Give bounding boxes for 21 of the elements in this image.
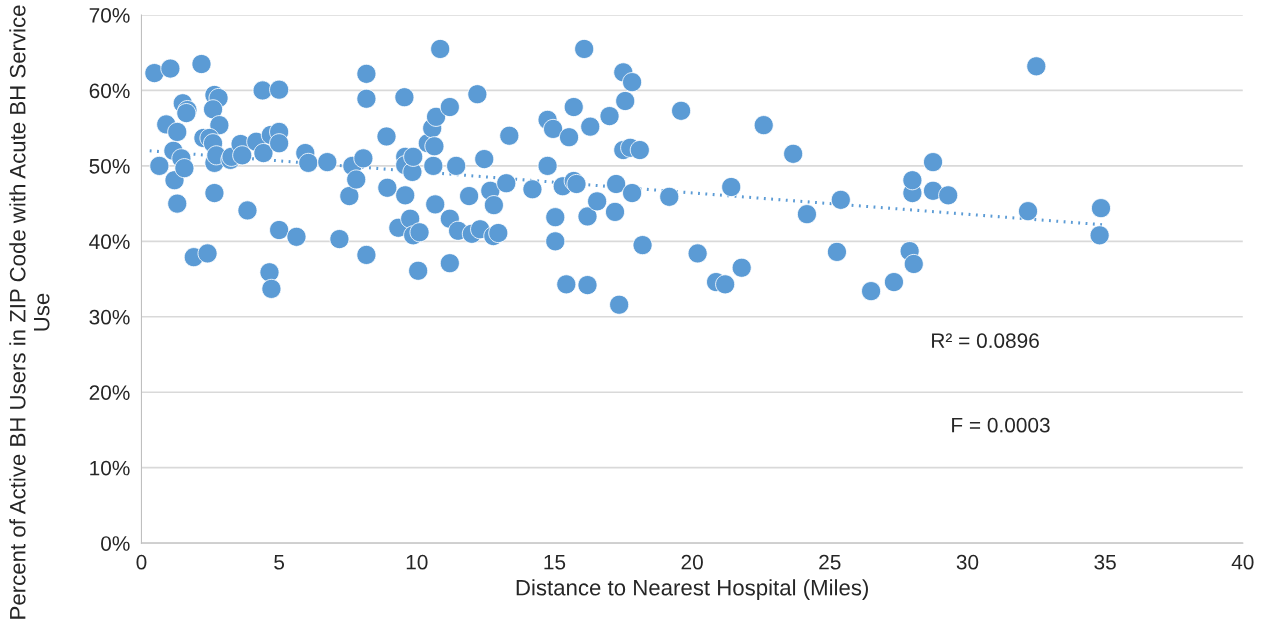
- x-axis-title: Distance to Nearest Hospital (Miles): [516, 579, 868, 600]
- annotation: F = 0.0003: [952, 417, 1050, 433]
- x-tick-label: 10: [406, 554, 428, 570]
- x-tick-label: 20: [681, 554, 703, 570]
- x-tick-label: 0: [136, 554, 147, 570]
- y-tick-label: 50%: [89, 158, 130, 174]
- x-tick-label: 25: [819, 554, 841, 570]
- x-tick-label: 35: [1094, 554, 1116, 570]
- x-tick-label: 40: [1231, 554, 1254, 570]
- y-tick-label: 0%: [101, 536, 130, 551]
- y-axis-title: Percent of Active BH Users in ZIP Code with Acute BH Service Use: [9, 5, 50, 619]
- y-tick-label: 70%: [89, 8, 130, 23]
- x-tick-label: 5: [274, 555, 285, 570]
- y-tick-label: 40%: [89, 234, 130, 250]
- x-tick-label: 30: [956, 554, 979, 570]
- annotation: R² = 0.0896: [932, 333, 1039, 349]
- y-tick-label: 60%: [89, 83, 130, 99]
- y-tick-label: 30%: [89, 309, 130, 325]
- y-tick-label: 10%: [90, 460, 130, 476]
- x-tick-label: 15: [544, 555, 566, 570]
- y-tick-label: 20%: [89, 385, 130, 400]
